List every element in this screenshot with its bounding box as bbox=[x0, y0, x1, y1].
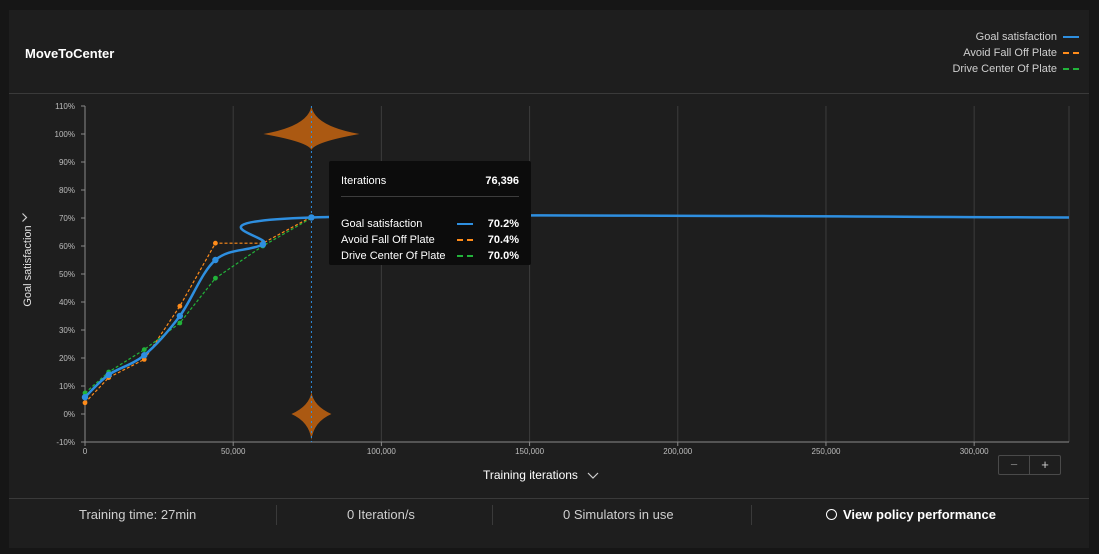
legend-item-avoid-fall[interactable]: Avoid Fall Off Plate bbox=[839, 45, 1079, 61]
line-swatch-icon bbox=[457, 255, 473, 257]
tooltip-header: Iterations 76,396 bbox=[341, 175, 519, 187]
data-point bbox=[212, 256, 219, 264]
training-time: Training time: 27min bbox=[79, 507, 197, 522]
y-axis-selector[interactable]: Goal satisfaction bbox=[18, 210, 38, 340]
tooltip-header-label: Iterations bbox=[341, 175, 387, 187]
x-tick-label: 100,000 bbox=[367, 447, 396, 456]
header-divider bbox=[9, 93, 1089, 94]
x-tick-label: 250,000 bbox=[812, 447, 841, 456]
series-line bbox=[84, 217, 312, 394]
footer-divider bbox=[9, 498, 1089, 499]
y-tick-label: 40% bbox=[59, 298, 75, 307]
tooltip-divider bbox=[341, 196, 519, 197]
data-point bbox=[177, 320, 183, 326]
policy-link-label: View policy performance bbox=[843, 507, 996, 522]
tooltip-series-value: 70.2% bbox=[487, 218, 519, 230]
simulators-count: 0 Simulators in use bbox=[563, 507, 674, 522]
y-tick-label: 100% bbox=[55, 130, 75, 139]
view-policy-performance-link[interactable]: View policy performance bbox=[826, 507, 996, 522]
y-axis-label: Goal satisfaction bbox=[22, 225, 34, 307]
chart-tooltip: Iterations 76,396 Goal satisfaction 70.2… bbox=[329, 161, 531, 265]
legend-label: Drive Center Of Plate bbox=[952, 63, 1057, 75]
data-point bbox=[105, 371, 112, 378]
circle-icon bbox=[826, 509, 837, 520]
legend-label: Avoid Fall Off Plate bbox=[963, 47, 1057, 59]
footer-separator bbox=[492, 505, 493, 525]
zoom-out-button[interactable]: − bbox=[1010, 457, 1018, 472]
y-tick-label: -10% bbox=[56, 438, 75, 447]
data-point bbox=[82, 390, 88, 396]
legend-item-drive-center[interactable]: Drive Center Of Plate bbox=[839, 61, 1079, 77]
chart-panel: MoveToCenter Goal satisfaction Avoid Fal… bbox=[9, 10, 1089, 548]
line-swatch-icon bbox=[1063, 36, 1079, 38]
y-tick-label: 10% bbox=[59, 382, 75, 391]
y-tick-label: 60% bbox=[59, 242, 75, 251]
iteration-rate: 0 Iteration/s bbox=[347, 507, 415, 522]
y-tick-label: 70% bbox=[59, 214, 75, 223]
x-tick-label: 200,000 bbox=[663, 447, 692, 456]
tooltip-row: Drive Center Of Plate 70.0% bbox=[341, 248, 519, 264]
tooltip-series-value: 70.0% bbox=[487, 250, 519, 262]
y-tick-label: 110% bbox=[55, 102, 75, 111]
data-point bbox=[141, 347, 147, 352]
y-tick-label: 90% bbox=[59, 158, 75, 167]
tooltip-series-name: Drive Center Of Plate bbox=[341, 250, 446, 262]
line-swatch-icon bbox=[1063, 52, 1079, 54]
legend-label: Goal satisfaction bbox=[975, 31, 1057, 43]
data-point bbox=[213, 275, 218, 281]
series-line bbox=[84, 214, 1070, 399]
x-tick-label: 150,000 bbox=[515, 447, 544, 456]
series-line bbox=[84, 216, 312, 404]
y-tick-label: 0% bbox=[63, 410, 75, 419]
x-tick-label: 300,000 bbox=[960, 447, 989, 456]
zoom-in-button[interactable]: + bbox=[1029, 456, 1060, 474]
chevron-right-icon[interactable] bbox=[18, 213, 33, 223]
data-point bbox=[213, 240, 218, 246]
x-tick-label: 50,000 bbox=[221, 447, 246, 456]
page-title: MoveToCenter bbox=[25, 46, 115, 61]
line-swatch-icon bbox=[457, 223, 473, 225]
y-tick-label: 80% bbox=[59, 186, 75, 195]
y-tick-label: 30% bbox=[59, 326, 75, 335]
data-point bbox=[82, 400, 88, 406]
tooltip-series-value: 70.4% bbox=[487, 234, 519, 246]
x-axis-label: Training iterations bbox=[483, 468, 578, 482]
zoom-controls: − + bbox=[998, 455, 1061, 475]
tooltip-series-name: Avoid Fall Off Plate bbox=[341, 234, 435, 246]
tooltip-row: Avoid Fall Off Plate 70.4% bbox=[341, 232, 519, 248]
chart-legend: Goal satisfaction Avoid Fall Off Plate D… bbox=[839, 29, 1079, 77]
data-point bbox=[81, 394, 89, 401]
data-point bbox=[308, 214, 315, 221]
footer-separator bbox=[751, 505, 752, 525]
y-tick-label: 50% bbox=[59, 270, 75, 279]
line-swatch-icon bbox=[1063, 68, 1079, 70]
data-point bbox=[176, 312, 184, 320]
x-tick-label: 0 bbox=[83, 447, 88, 456]
line-swatch-icon bbox=[457, 239, 473, 241]
footer-separator bbox=[276, 505, 277, 525]
data-point bbox=[259, 241, 267, 248]
data-point bbox=[141, 357, 147, 362]
tooltip-row: Goal satisfaction 70.2% bbox=[341, 216, 519, 232]
tooltip-header-value: 76,396 bbox=[485, 175, 519, 187]
chevron-down-icon bbox=[587, 469, 599, 483]
tooltip-series-name: Goal satisfaction bbox=[341, 218, 423, 230]
y-tick-label: 20% bbox=[59, 354, 75, 363]
legend-item-goal[interactable]: Goal satisfaction bbox=[839, 29, 1079, 45]
data-point bbox=[141, 352, 148, 359]
x-axis-selector[interactable]: Training iterations bbox=[483, 468, 599, 483]
data-point bbox=[177, 303, 183, 309]
